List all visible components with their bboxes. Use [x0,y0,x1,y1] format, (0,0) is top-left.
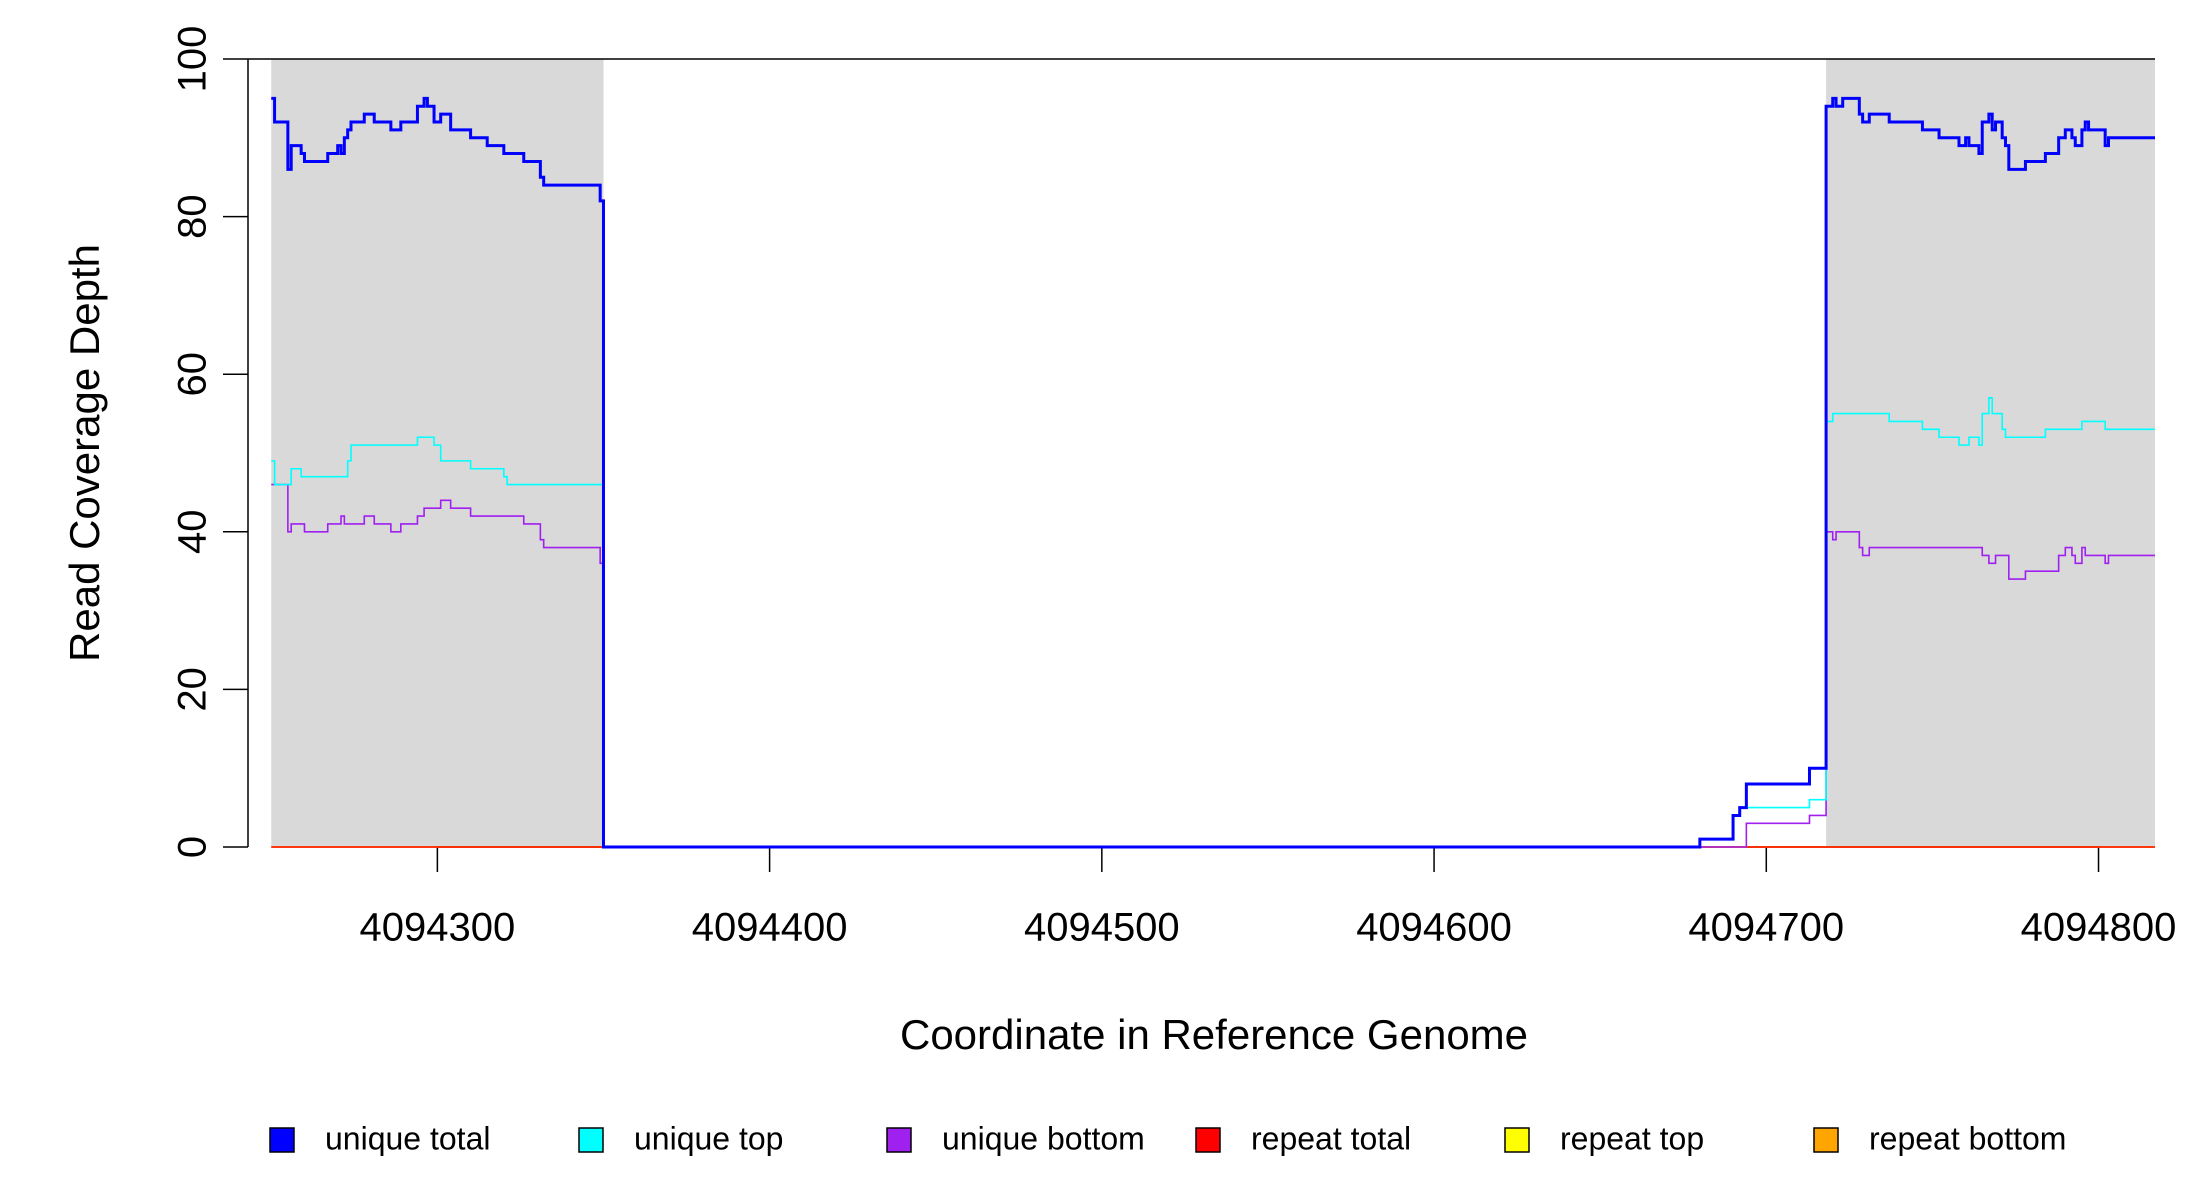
x-tick-label: 4094800 [2021,906,2177,950]
legend-swatch [269,1127,295,1153]
legend-label: repeat total [1251,1120,1411,1156]
y-axis-label: Read Coverage Depth [61,244,108,662]
y-tick-label: 40 [171,510,215,555]
legend-label: repeat bottom [1869,1120,2066,1156]
series-line [271,96,2155,849]
series-line [271,483,2155,848]
legend-swatch [1504,1127,1530,1153]
y-tick-label: 100 [171,26,215,93]
legend-swatch [886,1127,912,1153]
y-tick-label: 0 [171,836,215,858]
x-tick-label: 4094600 [1356,906,1512,950]
y-tick-label: 60 [171,352,215,397]
x-axis-label: Coordinate in Reference Genome [900,1011,1528,1058]
shaded-region [271,59,604,847]
x-tick-label: 4094700 [1688,906,1844,950]
shaded-region [1826,59,2155,847]
x-tick-label: 4094500 [1024,906,1180,950]
legend-label: unique top [634,1120,783,1156]
legend-swatch [1195,1127,1221,1153]
x-tick-label: 4094400 [692,906,848,950]
legend-label: repeat top [1560,1120,1704,1156]
legend-swatch [578,1127,604,1153]
y-tick-label: 80 [171,194,215,239]
series-line [271,397,2155,848]
x-tick-label: 4094300 [360,906,516,950]
legend-label: unique bottom [942,1120,1145,1156]
legend-swatch [1813,1127,1839,1153]
y-tick-label: 20 [171,667,215,712]
legend-label: unique total [325,1120,490,1156]
